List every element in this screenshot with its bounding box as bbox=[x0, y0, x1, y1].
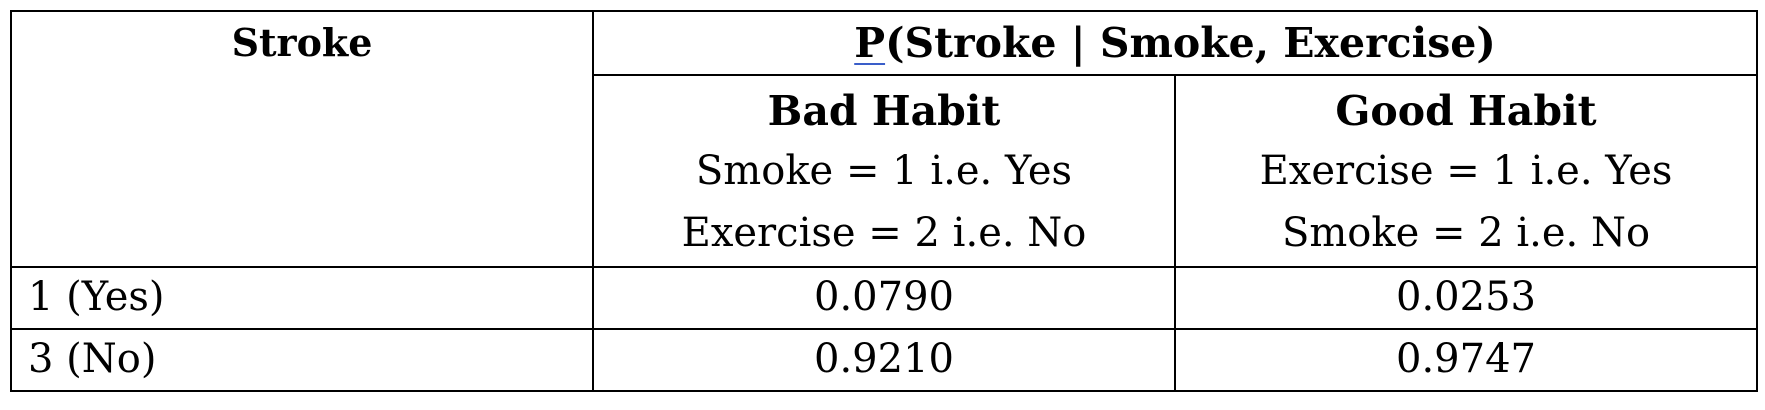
good-habit-exercise-condition: Exercise = 1 i.e. Yes bbox=[1259, 148, 1673, 194]
bad-habit-yes-value: 0.0790 bbox=[592, 266, 1176, 330]
conditional-probability-condition: (Stroke | Smoke, Exercise) bbox=[885, 19, 1496, 67]
table-row: 3 (No) 0.9210 0.9747 bbox=[10, 328, 1758, 392]
bad-habit-smoke-condition: Smoke = 1 i.e. Yes bbox=[695, 148, 1073, 194]
probability-table: Stroke P(Stroke | Smoke, Exercise) Bad H… bbox=[10, 10, 1758, 392]
conditional-probability-header: P(Stroke | Smoke, Exercise) bbox=[592, 10, 1758, 76]
header-row-2: Bad Habit Smoke = 1 i.e. Yes Exercise = … bbox=[11, 74, 1758, 268]
good-habit-yes-value: 0.0253 bbox=[1174, 266, 1758, 330]
bad-habit-header: Bad Habit Smoke = 1 i.e. Yes Exercise = … bbox=[592, 74, 1176, 268]
good-habit-smoke-condition: Smoke = 2 i.e. No bbox=[1281, 210, 1651, 256]
good-habit-title: Good Habit bbox=[1335, 87, 1597, 135]
good-habit-no-value: 0.9747 bbox=[1174, 328, 1758, 392]
bad-habit-exercise-condition: Exercise = 2 i.e. No bbox=[681, 210, 1087, 256]
row-label-yes: 1 (Yes) bbox=[10, 266, 594, 330]
bad-habit-no-value: 0.9210 bbox=[592, 328, 1176, 392]
table-row: 1 (Yes) 0.0790 0.0253 bbox=[10, 266, 1758, 330]
row-label-no: 3 (No) bbox=[10, 328, 594, 392]
good-habit-header: Good Habit Exercise = 1 i.e. Yes Smoke =… bbox=[1174, 74, 1758, 268]
header-row-1: Stroke P(Stroke | Smoke, Exercise) bbox=[10, 10, 1758, 268]
stroke-column-header: Stroke bbox=[10, 10, 594, 268]
bad-habit-title: Bad Habit bbox=[767, 87, 1001, 135]
probability-symbol: P bbox=[854, 19, 886, 67]
